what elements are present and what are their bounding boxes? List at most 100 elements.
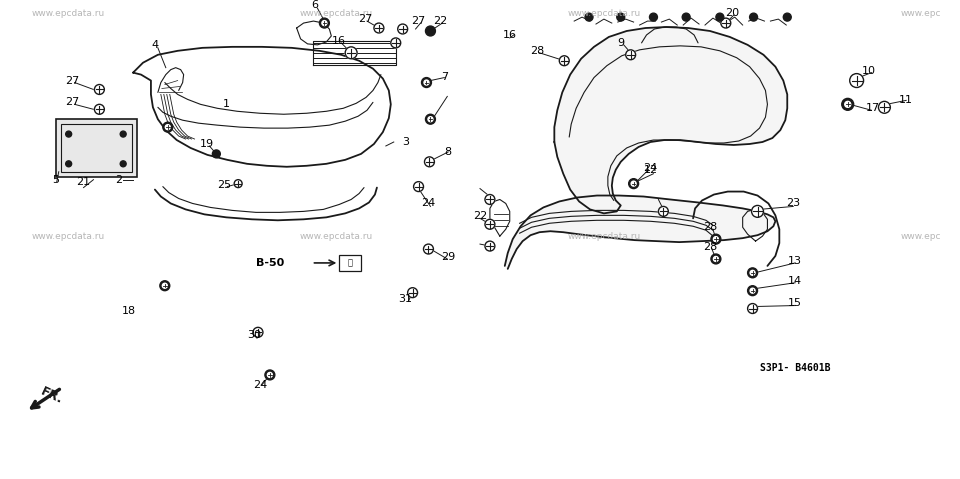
Circle shape <box>711 254 721 264</box>
Circle shape <box>162 283 167 288</box>
Circle shape <box>485 194 494 205</box>
Circle shape <box>423 244 433 254</box>
Text: www.epc: www.epc <box>900 232 942 240</box>
Text: 24: 24 <box>421 198 436 208</box>
Circle shape <box>659 206 668 217</box>
Text: 18: 18 <box>122 306 136 316</box>
Circle shape <box>616 13 625 21</box>
Text: 16: 16 <box>503 30 516 40</box>
Text: 27: 27 <box>412 16 425 26</box>
Circle shape <box>421 78 431 88</box>
Text: 9: 9 <box>617 38 624 48</box>
Text: 5: 5 <box>52 175 60 185</box>
Text: 21: 21 <box>77 177 90 187</box>
Text: S3P1- B4601B: S3P1- B4601B <box>760 363 830 373</box>
Circle shape <box>322 21 326 25</box>
Text: 11: 11 <box>900 95 913 105</box>
Circle shape <box>626 50 636 60</box>
Text: 12: 12 <box>643 165 658 175</box>
Circle shape <box>65 161 72 167</box>
Circle shape <box>424 80 429 85</box>
Circle shape <box>750 288 756 293</box>
Circle shape <box>631 181 636 186</box>
Text: 22: 22 <box>473 211 487 221</box>
Circle shape <box>783 13 791 21</box>
Text: 17: 17 <box>866 103 879 114</box>
Text: 22: 22 <box>433 16 447 26</box>
Circle shape <box>408 288 418 297</box>
Circle shape <box>878 102 890 113</box>
Text: 28: 28 <box>530 46 544 56</box>
Text: www.epcdata.ru: www.epcdata.ru <box>567 232 640 240</box>
Circle shape <box>234 180 242 188</box>
Circle shape <box>397 24 408 34</box>
Bar <box>56 119 137 177</box>
Circle shape <box>374 23 384 33</box>
Circle shape <box>428 117 433 122</box>
Circle shape <box>160 281 170 291</box>
Circle shape <box>94 104 105 114</box>
Text: 24: 24 <box>643 163 658 173</box>
Circle shape <box>414 182 423 192</box>
Circle shape <box>845 102 851 107</box>
Circle shape <box>748 285 757 296</box>
Text: 20: 20 <box>725 8 739 18</box>
Circle shape <box>683 13 690 21</box>
Circle shape <box>850 74 864 88</box>
Circle shape <box>212 150 220 158</box>
Circle shape <box>713 237 718 241</box>
Text: 16: 16 <box>332 36 347 46</box>
Text: www.epcdata.ru: www.epcdata.ru <box>300 9 372 18</box>
Circle shape <box>485 241 494 251</box>
Circle shape <box>842 98 853 110</box>
Text: 15: 15 <box>788 297 803 308</box>
Text: 3: 3 <box>402 137 409 147</box>
Polygon shape <box>505 195 776 269</box>
Circle shape <box>425 114 436 124</box>
Circle shape <box>721 18 731 28</box>
Circle shape <box>748 304 757 313</box>
Circle shape <box>629 179 638 189</box>
Text: 31: 31 <box>398 294 413 304</box>
Text: www.epc: www.epc <box>900 9 942 18</box>
Circle shape <box>320 18 329 28</box>
Circle shape <box>268 373 273 377</box>
Text: 10: 10 <box>861 66 876 76</box>
Text: 8: 8 <box>444 147 452 157</box>
Text: 27: 27 <box>65 97 80 107</box>
Circle shape <box>748 268 757 278</box>
Text: www.epcdata.ru: www.epcdata.ru <box>567 9 640 18</box>
Circle shape <box>485 219 494 229</box>
Text: 2: 2 <box>114 175 122 185</box>
Circle shape <box>165 125 170 130</box>
Circle shape <box>65 131 72 137</box>
Text: www.epcdata.ru: www.epcdata.ru <box>32 9 106 18</box>
Bar <box>60 124 132 172</box>
Circle shape <box>94 84 105 94</box>
Text: www.epcdata.ru: www.epcdata.ru <box>32 232 106 240</box>
Text: 14: 14 <box>788 276 803 286</box>
Circle shape <box>391 38 400 48</box>
Circle shape <box>711 234 721 244</box>
Circle shape <box>713 256 718 262</box>
Text: 27: 27 <box>65 76 80 86</box>
Text: 29: 29 <box>442 252 455 262</box>
Circle shape <box>253 327 263 337</box>
Text: 1: 1 <box>223 99 229 109</box>
Circle shape <box>424 157 435 167</box>
Circle shape <box>265 370 275 380</box>
Text: 24: 24 <box>252 380 267 390</box>
Circle shape <box>750 270 756 275</box>
Circle shape <box>346 47 357 59</box>
Text: 28: 28 <box>703 222 717 232</box>
Text: 13: 13 <box>788 256 803 266</box>
Circle shape <box>752 205 763 217</box>
Circle shape <box>650 13 658 21</box>
Circle shape <box>425 26 436 36</box>
Text: 7: 7 <box>441 71 448 81</box>
Circle shape <box>163 122 173 132</box>
Circle shape <box>750 13 757 21</box>
Text: 30: 30 <box>247 331 261 340</box>
Text: 25: 25 <box>217 180 231 190</box>
Text: 19: 19 <box>200 139 213 149</box>
